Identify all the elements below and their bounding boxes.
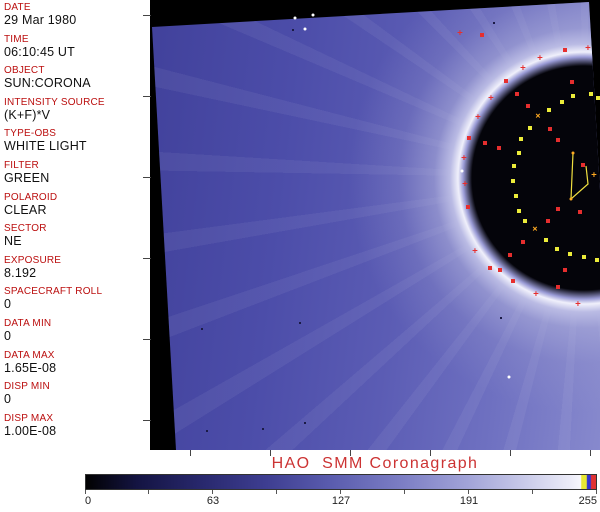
field-value: SUN:CORONA	[4, 76, 91, 91]
field-value: 8.192	[4, 265, 37, 280]
intensity-colorbar	[85, 474, 597, 490]
metadata-sidebar: DATE 29 Mar 1980 TIME 06:10:45 UT OBJECT SUN:…	[0, 0, 150, 450]
coronagraph-image	[150, 0, 600, 450]
colorbar-ticks	[85, 490, 597, 495]
field-label: DATA MAX	[4, 349, 55, 361]
field-label: DISP MIN	[4, 381, 50, 393]
colorbar-tick	[276, 490, 277, 494]
field-value: WHITE LIGHT	[4, 139, 87, 154]
left-axis-tick	[143, 15, 151, 16]
colorbar-label: 127	[331, 495, 351, 507]
field-label: DATE	[4, 2, 31, 13]
image-plate	[152, 2, 600, 450]
colorbar-tick	[212, 490, 213, 494]
bottom-axis-tick	[350, 450, 351, 456]
bottom-axis-tick	[270, 450, 271, 456]
field-label: TIME	[4, 33, 29, 45]
colorbar-tick	[532, 490, 533, 494]
bottom-axis-tick	[190, 450, 191, 456]
field-label: EXPOSURE	[4, 254, 62, 266]
metadata-field: DATA MAX 1.65E-08	[0, 350, 150, 375]
page-title: HAO SMM Coronagraph	[271, 455, 479, 472]
field-label: DISP MAX	[4, 412, 54, 424]
colorbar-label: 0	[85, 495, 92, 507]
field-label: FILTER	[4, 159, 39, 171]
metadata-field: SECTOR NE	[0, 223, 150, 248]
metadata-field: SPACECRAFT ROLL 0	[0, 286, 150, 311]
left-axis-tick	[143, 96, 151, 97]
field-label: DATA MIN	[4, 317, 52, 329]
metadata-field: TIME 06:10:45 UT	[0, 34, 150, 59]
bottom-axis-tick	[510, 450, 511, 456]
left-axis-tick	[143, 339, 151, 340]
colorbar-tick	[404, 490, 405, 494]
field-value: 1.65E-08	[4, 360, 57, 375]
field-value: 0	[4, 328, 12, 343]
colorbar-tick	[340, 490, 341, 494]
colorbar-label: 63	[206, 495, 220, 507]
metadata-field: DATA MIN 0	[0, 318, 150, 343]
field-value: 0	[4, 392, 12, 407]
metadata-field: INTENSITY SOURCE (K+F)*V	[0, 97, 150, 122]
field-label: SPACECRAFT ROLL	[4, 286, 103, 298]
metadata-field: DATE 29 Mar 1980	[0, 2, 150, 27]
field-label: POLAROID	[4, 191, 58, 203]
bottom-axis-tick	[430, 450, 431, 456]
metadata-field: FILTER GREEN	[0, 160, 150, 185]
field-label: OBJECT	[4, 65, 45, 77]
colorbar-scale-labels: 0 63 127 191 255	[85, 495, 597, 508]
colorbar-label: 191	[459, 495, 479, 507]
colorbar-label: 255	[578, 495, 597, 507]
field-value: GREEN	[4, 170, 50, 185]
field-value: (K+F)*V	[4, 107, 51, 122]
field-value: 06:10:45 UT	[4, 44, 75, 59]
field-value: 0	[4, 297, 12, 312]
metadata-field: EXPOSURE 8.192	[0, 255, 150, 280]
left-axis-tick	[143, 258, 151, 259]
metadata-field: POLAROID CLEAR	[0, 192, 150, 217]
field-value: 29 Mar 1980	[4, 13, 77, 27]
left-axis-tick	[143, 420, 151, 421]
field-value: CLEAR	[4, 202, 47, 217]
colorbar-tick	[85, 490, 86, 494]
field-label: TYPE-OBS	[4, 128, 57, 140]
field-value: NE	[4, 234, 22, 249]
left-axis-tick	[143, 177, 151, 178]
metadata-field: TYPE-OBS WHITE LIGHT	[0, 128, 150, 153]
metadata-field: DISP MAX 1.00E-08	[0, 413, 150, 438]
colorbar-tick	[148, 490, 149, 494]
colorbar-tick	[596, 490, 597, 494]
field-label: SECTOR	[4, 223, 47, 235]
colorbar-tick	[468, 490, 469, 494]
metadata-field: DISP MIN 0	[0, 381, 150, 406]
bottom-axis-tick	[590, 450, 591, 456]
field-value: 1.00E-08	[4, 423, 57, 438]
metadata-field: OBJECT SUN:CORONA	[0, 65, 150, 90]
field-label: INTENSITY SOURCE	[4, 96, 105, 108]
